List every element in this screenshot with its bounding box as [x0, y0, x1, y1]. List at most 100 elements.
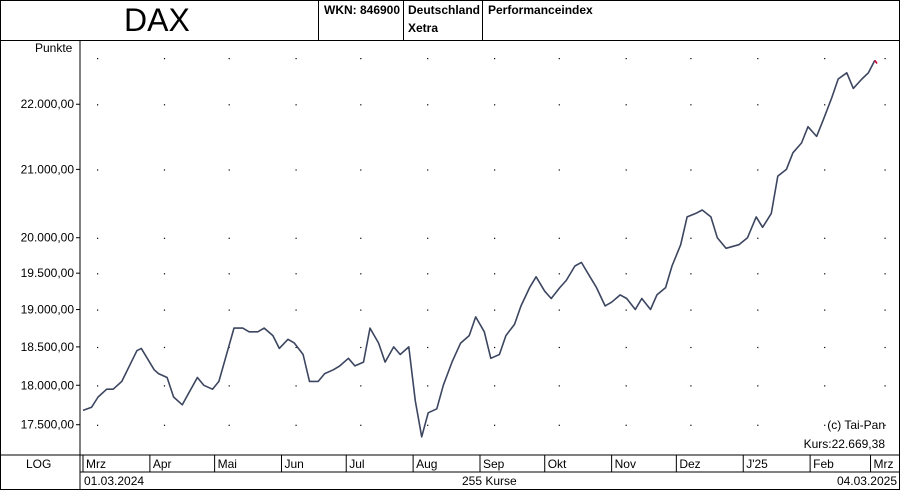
grid-dot: [494, 237, 496, 239]
grid-dot: [228, 385, 230, 387]
grid-dot: [690, 237, 692, 239]
index-title: DAX: [124, 2, 190, 38]
grid-dot: [824, 424, 826, 426]
grid-dot: [295, 385, 297, 387]
grid-dot: [295, 309, 297, 311]
grid-dot: [824, 309, 826, 311]
grid-dot: [558, 237, 560, 239]
x-tick-label: Jul: [349, 457, 364, 471]
grid-dot: [360, 237, 362, 239]
grid-dot: [690, 58, 692, 60]
grid-dot: [163, 346, 166, 349]
grid-dot: [884, 104, 886, 106]
grid-dot: [427, 385, 429, 387]
grid-dot: [228, 58, 230, 60]
grid-dot: [163, 424, 166, 426]
grid-dot: [360, 346, 362, 349]
y-axis-label: Punkte: [35, 41, 73, 55]
grid-dot: [427, 58, 429, 60]
price-line: [82, 60, 876, 438]
grid-dot: [427, 237, 429, 239]
y-tick-label: 19.500,00: [21, 266, 75, 280]
grid-dot: [558, 104, 560, 106]
grid-dot: [884, 309, 886, 311]
header-divider: [0, 40, 900, 41]
grid-dot: [360, 58, 362, 60]
grid-dot: [884, 424, 886, 426]
grid-dot: [884, 237, 886, 239]
grid-dot: [558, 385, 560, 387]
grid-dot: [757, 346, 759, 349]
grid-dot: [558, 309, 560, 311]
grid-dot: [427, 309, 429, 311]
grid-dot: [163, 58, 166, 60]
grid-dot: [558, 169, 560, 171]
grid-dot: [97, 424, 99, 426]
grid-dot: [228, 424, 230, 426]
y-tick-label: 18.500,00: [21, 340, 75, 354]
grid-dot: [625, 273, 627, 275]
x-tick-label: Aug: [416, 457, 437, 471]
grid-dot: [757, 237, 759, 239]
grid-dot: [97, 104, 99, 106]
grid-dot: [884, 169, 886, 171]
grid-dot: [163, 309, 166, 311]
grid-dot: [757, 385, 759, 387]
grid-dot: [97, 58, 99, 60]
grid-dot: [824, 273, 826, 275]
grid-dot: [427, 273, 429, 275]
grid-dot: [295, 273, 297, 275]
grid-dot: [690, 346, 692, 349]
grid-dot: [360, 104, 362, 106]
grid-dot: [494, 104, 496, 106]
grid-dot: [558, 424, 560, 426]
grid-dot: [228, 273, 230, 275]
y-ticks: 17.500,00 18.000,00 18.500,00 19.000,00 19.5…: [21, 97, 80, 432]
quote-count-label: 255 Kurse: [462, 474, 517, 488]
grid-dot: [558, 273, 560, 275]
grid-dot: [757, 424, 759, 426]
grid-dot: [625, 237, 627, 239]
grid-dot: [97, 273, 99, 275]
grid: [97, 58, 886, 426]
end-date-label: 04.03.2025: [837, 474, 897, 488]
grid-dot: [163, 104, 166, 106]
grid-dot: [884, 346, 886, 349]
start-date-label: 01.03.2024: [84, 474, 144, 488]
grid-dot: [360, 424, 362, 426]
grid-dot: [163, 169, 166, 171]
grid-dot: [690, 424, 692, 426]
last-move-line: [874, 59, 878, 64]
x-tick-label: J'25: [746, 457, 768, 471]
copyright-label: (c) Tai-Pan: [827, 418, 885, 432]
header-wkn-cell: [319, 0, 404, 40]
y-tick-label: 18.000,00: [21, 378, 75, 392]
grid-dot: [884, 273, 886, 275]
x-tick-label: Mrz: [874, 457, 894, 471]
grid-dot: [360, 309, 362, 311]
grid-dot: [625, 385, 627, 387]
grid-dot: [824, 346, 826, 349]
grid-dot: [360, 273, 362, 275]
grid-dot: [360, 385, 362, 387]
x-tick-label: Mai: [218, 457, 237, 471]
grid-dot: [97, 346, 99, 349]
index-type-label: Performanceindex: [488, 3, 593, 17]
grid-dot: [97, 385, 99, 387]
grid-dot: [295, 104, 297, 106]
grid-dot: [427, 104, 429, 106]
x-tick-label: Apr: [153, 457, 172, 471]
grid-dot: [97, 309, 99, 311]
wkn-label: WKN: 846900: [324, 3, 401, 17]
y-tick-label: 17.500,00: [21, 418, 75, 432]
grid-dot: [884, 58, 886, 60]
x-tick-label: Nov: [615, 457, 636, 471]
grid-dot: [625, 309, 627, 311]
grid-dot: [295, 346, 297, 349]
x-tick-label: Dez: [679, 457, 700, 471]
grid-dot: [295, 169, 297, 171]
grid-dot: [228, 309, 230, 311]
grid-dot: [690, 169, 692, 171]
x-tick-label: Jun: [285, 457, 304, 471]
